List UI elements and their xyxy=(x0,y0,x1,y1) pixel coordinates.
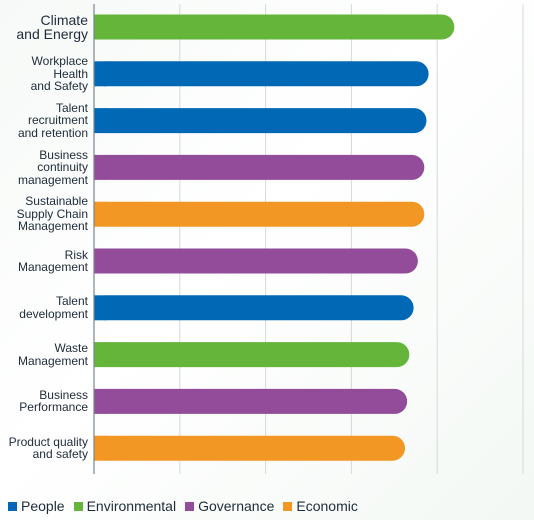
category-label: Talent recruitment and retention xyxy=(0,99,88,143)
category-label: Talent development xyxy=(0,286,88,330)
bar xyxy=(94,248,418,274)
legend-item: Governance xyxy=(185,498,274,514)
category-label: Product quality and safety xyxy=(0,426,88,470)
legend-swatch xyxy=(73,501,83,511)
legend-swatch xyxy=(185,501,195,511)
category-label-text: Waste Management xyxy=(17,341,88,368)
legend-label: People xyxy=(21,498,65,514)
bar xyxy=(94,154,425,180)
legend-item: Economic xyxy=(283,498,358,514)
category-label: Business continuity management xyxy=(0,145,88,189)
category-label: Risk Management xyxy=(0,239,88,283)
bar xyxy=(94,108,427,134)
category-label-text: Talent development xyxy=(19,294,88,321)
bar-left-edge xyxy=(94,435,107,461)
legend-label: Governance xyxy=(198,498,275,514)
bar-left-edge xyxy=(94,154,107,180)
category-label-text: Risk Management xyxy=(17,247,88,274)
bar xyxy=(94,14,455,40)
category-label: Business Performance xyxy=(0,379,88,423)
bar-left-edge xyxy=(94,295,107,321)
bar xyxy=(94,295,414,321)
category-label: Workplace Health and Safety xyxy=(0,52,88,96)
bar xyxy=(94,61,429,87)
legend-label: Economic xyxy=(296,498,358,514)
bar-left-edge xyxy=(94,61,107,87)
category-label-text: Talent recruitment and retention xyxy=(17,100,88,140)
legend-label: Environmental xyxy=(86,498,177,514)
category-label-text: Workplace Health and Safety xyxy=(30,54,88,94)
category-label: Climate and Energy xyxy=(0,5,88,49)
bar xyxy=(94,388,408,414)
legend-swatch xyxy=(283,501,293,511)
category-label: Sustainable Supply Chain Management xyxy=(0,192,88,236)
legend-item: People xyxy=(8,498,65,514)
category-label-text: Product quality and safety xyxy=(8,434,88,462)
legend: People Environmental Governance Economic xyxy=(8,498,367,514)
category-label-text: Business continuity management xyxy=(17,147,88,187)
bar-left-edge xyxy=(94,201,107,227)
bar xyxy=(94,435,406,461)
bar-left-edge xyxy=(94,342,107,368)
bar-left-edge xyxy=(94,108,107,134)
bar xyxy=(94,201,425,227)
bar-left-edge xyxy=(94,14,107,40)
bar xyxy=(94,342,410,368)
legend-item: Environmental xyxy=(73,498,177,514)
category-label-text: Business Performance xyxy=(19,387,88,415)
legend-swatch xyxy=(8,501,17,511)
bar-left-edge xyxy=(94,388,107,414)
category-label-text: Climate and Energy xyxy=(16,12,88,42)
category-label: Waste Management xyxy=(0,333,88,377)
bar-left-edge xyxy=(94,248,107,274)
category-label-text: Sustainable Supply Chain Management xyxy=(16,194,88,234)
